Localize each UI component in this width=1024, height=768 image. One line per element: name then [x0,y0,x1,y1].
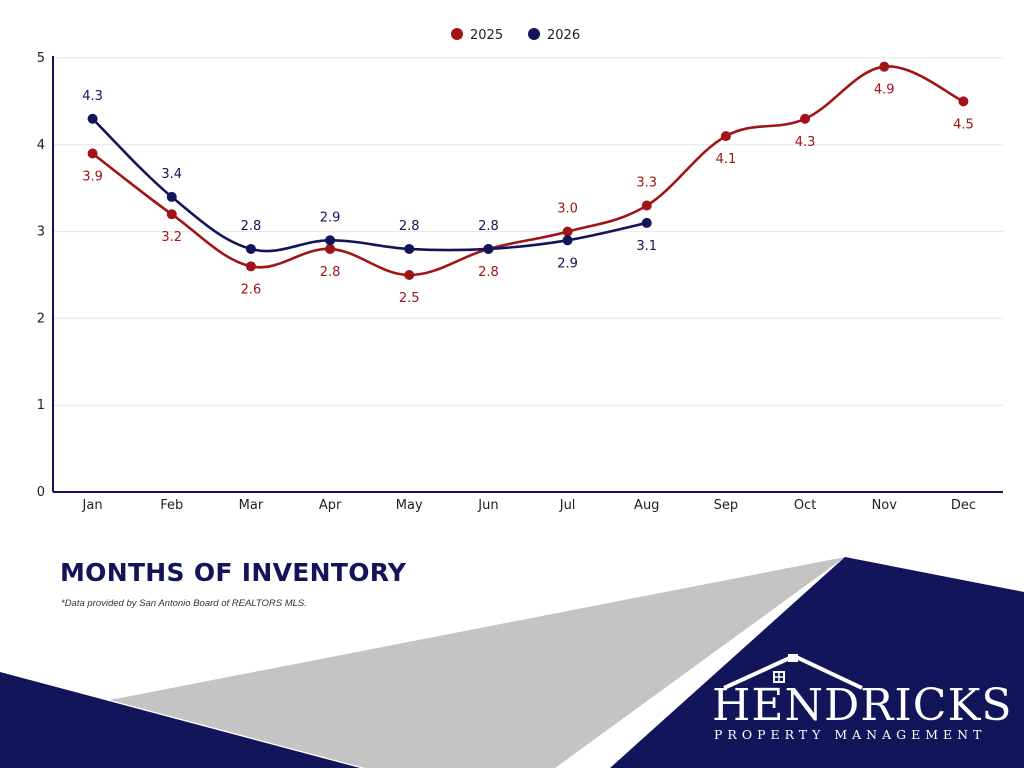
data-label-2025: 2.6 [241,282,262,297]
x-tick-labels: Jan Feb Mar Apr May Jun Jul Aug Sep Oct Nov Dec [82,498,976,513]
data-point-2026 [87,113,98,124]
x-tick-label: May [396,498,423,513]
series-lines [91,65,964,277]
data-point-2025 [800,113,811,124]
data-labels: 3.9 3.2 2.6 2.8 2.5 2.8 3.0 3.3 4.1 4.3 4.9 4.5 4.3 3… [82,83,974,306]
data-point-2025 [87,148,98,159]
company-logo: HENDRICKS PROPERTY MANAGEMENT [700,650,1013,750]
data-label-2026: 3.1 [636,239,657,254]
legend-marker-2025 [451,28,463,40]
data-label-2026: 4.3 [82,89,103,104]
data-point-2026 [166,191,177,202]
data-point-2025 [245,261,256,272]
legend: 2025 2026 [451,28,580,43]
data-point-2025 [562,226,573,237]
data-point-2025 [404,270,415,280]
data-source-note: *Data provided by San Antonio Board of R… [61,598,307,609]
logo-subtitle: PROPERTY MANAGEMENT [714,727,987,742]
x-tick-label: Jul [559,498,576,513]
data-point-2026 [404,243,415,254]
legend-label-2026: 2026 [547,28,580,43]
months-of-inventory-chart: 0 1 2 3 4 5 Jan Feb Mar Apr May Jun Jul Aug Sep Oct Nov… [37,28,1003,513]
data-label-2026: 2.9 [557,256,578,271]
y-tick-label: 3 [37,225,45,240]
data-point-2025 [879,61,890,72]
data-point-2025 [325,243,336,254]
data-label-2025: 3.9 [82,169,103,184]
data-label-2025: 2.8 [478,265,499,280]
series-points [87,61,969,280]
y-tick-label: 2 [37,311,45,326]
data-label-2026: 2.8 [399,219,420,234]
house-roof-icon [723,653,863,690]
data-label-2026: 2.8 [241,219,262,234]
data-label-2025: 4.9 [874,83,895,98]
data-label-2025: 3.3 [636,176,657,191]
x-tick-label: Jun [477,498,498,513]
x-tick-label: Aug [634,498,659,513]
series-line-2025 [91,65,964,277]
x-tick-label: Dec [951,498,976,513]
data-label-2025: 4.3 [795,135,816,150]
logo-name: HENDRICKS [712,680,1013,731]
legend-marker-2026 [528,28,540,40]
y-tick-labels: 0 1 2 3 4 5 [37,51,45,500]
data-label-2026: 3.4 [161,167,182,182]
gray-band [110,557,845,768]
data-label-2026: 2.8 [478,219,499,234]
data-label-2026: 2.9 [320,210,341,225]
data-label-2025: 2.8 [320,265,341,280]
data-point-2026 [641,217,652,228]
navy-corner-left [0,672,360,768]
y-tick-label: 4 [37,138,45,153]
data-point-2025 [958,96,969,107]
data-label-2025: 4.5 [953,117,974,132]
legend-label-2025: 2025 [470,28,503,43]
grid-lines [53,57,1003,406]
page-title: MONTHS OF INVENTORY [60,558,407,587]
data-point-2025 [641,200,652,211]
y-tick-label: 5 [37,51,45,66]
x-tick-label: Nov [872,498,898,513]
data-label-2025: 3.0 [557,202,578,217]
x-tick-label: Sep [714,498,739,513]
data-point-2025 [166,209,177,220]
data-point-2025 [720,131,731,142]
y-tick-label: 0 [37,485,45,500]
x-tick-label: Feb [160,498,183,513]
y-tick-label: 1 [37,398,45,413]
data-point-2026 [325,235,336,246]
x-tick-label: Oct [794,498,816,513]
data-point-2026 [483,243,494,254]
data-point-2026 [245,243,256,254]
x-tick-label: Jan [82,498,103,513]
data-label-2025: 4.1 [716,152,737,167]
navy-corner-right [610,557,1024,768]
x-tick-label: Apr [319,498,342,513]
data-point-2026 [562,235,573,246]
x-tick-label: Mar [239,498,264,513]
axes [52,56,1003,493]
data-label-2025: 2.5 [399,291,420,306]
data-label-2025: 3.2 [161,230,182,245]
